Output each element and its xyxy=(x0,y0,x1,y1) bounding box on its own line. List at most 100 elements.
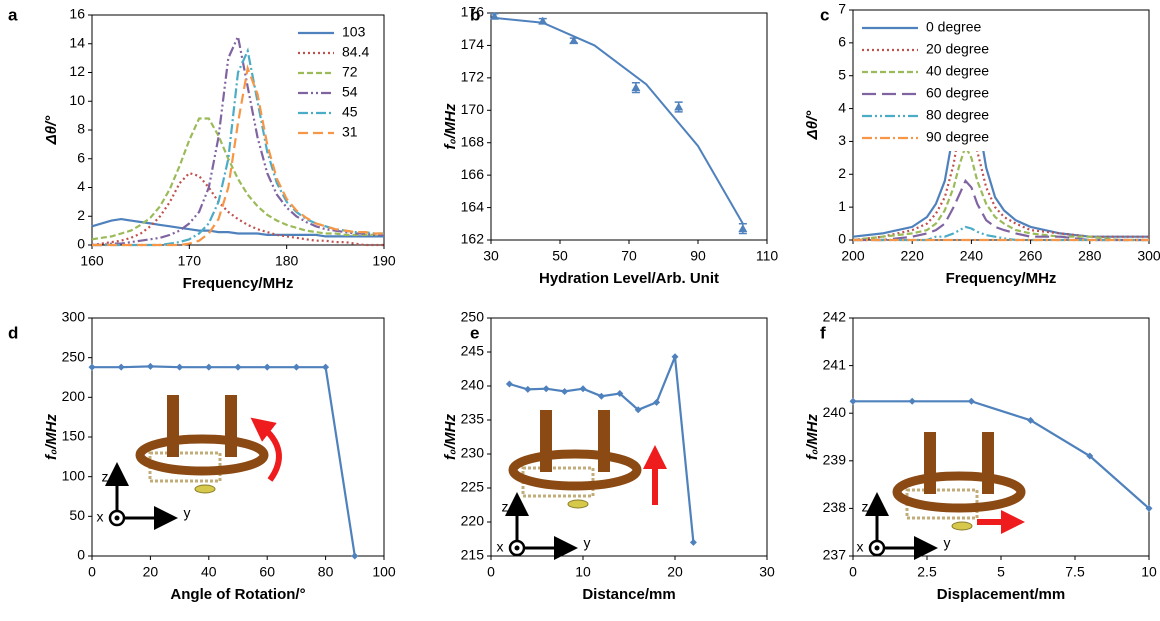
y-tick-label: 237 xyxy=(823,547,847,563)
y-axis-title: f₀/MHz xyxy=(804,414,821,460)
data-point xyxy=(117,363,125,371)
y-tick-label: 220 xyxy=(461,513,485,529)
x-tick-label: 100 xyxy=(372,564,396,580)
data-point xyxy=(505,380,513,388)
y-tick-label: 2 xyxy=(77,207,85,223)
series-line xyxy=(853,400,1150,510)
data-point xyxy=(631,83,641,92)
data-point xyxy=(579,385,587,393)
coord-label: z xyxy=(502,499,509,515)
data-point xyxy=(524,385,532,393)
y-tick-label: 164 xyxy=(461,198,485,214)
x-tick-label: 300 xyxy=(1137,248,1160,264)
x-tick-label: 0 xyxy=(487,564,495,580)
series-line xyxy=(92,32,384,247)
y-tick-label: 242 xyxy=(823,309,847,325)
x-axis-title: Displacement/mm xyxy=(937,586,1065,603)
data-point xyxy=(263,363,271,371)
data-point xyxy=(849,397,857,405)
x-tick-label: 160 xyxy=(80,253,104,269)
series-line xyxy=(92,64,384,247)
x-tick-label: 5 xyxy=(997,564,1005,580)
series-line xyxy=(92,365,356,557)
coord-label: y xyxy=(584,535,591,551)
ring-post xyxy=(598,410,610,472)
legend-label: 72 xyxy=(342,64,358,80)
x-tick-label: 2.5 xyxy=(917,564,937,580)
sensor-pad xyxy=(194,484,216,494)
x-tick-label: 60 xyxy=(259,564,275,580)
y-tick-label: 7 xyxy=(838,1,846,17)
data-point xyxy=(653,398,661,406)
coord-origin-dot xyxy=(874,545,880,551)
panel-label: d xyxy=(8,323,18,342)
data-point xyxy=(538,16,548,25)
data-point xyxy=(1027,416,1035,424)
coord-origin-dot xyxy=(514,545,520,551)
y-tick-label: 16 xyxy=(69,6,85,22)
legend-label: 84.4 xyxy=(342,44,369,60)
y-tick-label: 174 xyxy=(461,36,485,52)
y-tick-label: 8 xyxy=(77,121,85,137)
x-tick-label: 70 xyxy=(621,248,637,264)
series-line xyxy=(92,47,384,247)
legend-box xyxy=(856,17,1143,151)
y-tick-label: 300 xyxy=(62,309,86,325)
x-axis-title: Frequency/MHz xyxy=(946,270,1057,287)
ring-loop xyxy=(135,434,269,476)
data-point xyxy=(205,363,213,371)
y-tick-label: 240 xyxy=(461,377,485,393)
y-axis-title: f₀/MHz xyxy=(442,414,459,460)
panel-label: e xyxy=(470,323,479,342)
y-axis-title: f₀/MHz xyxy=(43,414,60,460)
x-axis-title: Angle of Rotation/° xyxy=(170,586,305,603)
y-tick-label: 4 xyxy=(77,178,85,194)
data-point xyxy=(738,224,748,233)
data-point xyxy=(1145,504,1153,512)
x-tick-label: 10 xyxy=(1141,564,1157,580)
y-tick-label: 3 xyxy=(838,132,846,148)
coord-label: x xyxy=(497,539,504,555)
legend-label: 103 xyxy=(342,24,366,40)
x-tick-label: 30 xyxy=(483,248,499,264)
y-tick-label: 250 xyxy=(62,348,86,364)
ring-post xyxy=(225,395,237,457)
x-tick-label: 0 xyxy=(849,564,857,580)
coord-label: y xyxy=(944,535,951,551)
y-tick-label: 238 xyxy=(823,499,847,515)
x-tick-label: 170 xyxy=(178,253,202,269)
trend-line xyxy=(494,16,744,225)
ring-post xyxy=(982,432,994,494)
legend-box xyxy=(292,22,378,144)
series-line xyxy=(91,171,384,247)
legend-label: 90 degree xyxy=(926,129,989,145)
series-line xyxy=(91,217,384,238)
legend-label: 60 degree xyxy=(926,85,989,101)
legend-label: 31 xyxy=(342,124,358,140)
y-tick-label: 170 xyxy=(461,101,485,117)
data-point xyxy=(597,392,605,400)
x-axis-title: Frequency/MHz xyxy=(183,275,294,292)
y-tick-label: 250 xyxy=(461,309,485,325)
data-point xyxy=(561,387,569,395)
y-tick-label: 239 xyxy=(823,452,847,468)
y-tick-label: 240 xyxy=(823,404,847,420)
x-tick-label: 200 xyxy=(841,248,865,264)
ring-post xyxy=(167,395,179,457)
x-tick-label: 20 xyxy=(667,564,683,580)
coord-label: x xyxy=(857,539,864,555)
data-point xyxy=(351,552,359,560)
coord-label: z xyxy=(102,469,109,485)
legend-label: 45 xyxy=(342,104,358,120)
data-point xyxy=(176,363,184,371)
y-tick-label: 100 xyxy=(62,467,86,483)
legend-label: 80 degree xyxy=(926,107,989,123)
y-axis-title: Δθ/° xyxy=(804,110,821,141)
ring-loop xyxy=(508,449,642,491)
series-line xyxy=(853,178,1149,242)
data-point xyxy=(146,362,154,370)
panel-label: f xyxy=(820,323,826,342)
coord-label: y xyxy=(184,505,191,521)
y-tick-label: 12 xyxy=(69,63,85,79)
